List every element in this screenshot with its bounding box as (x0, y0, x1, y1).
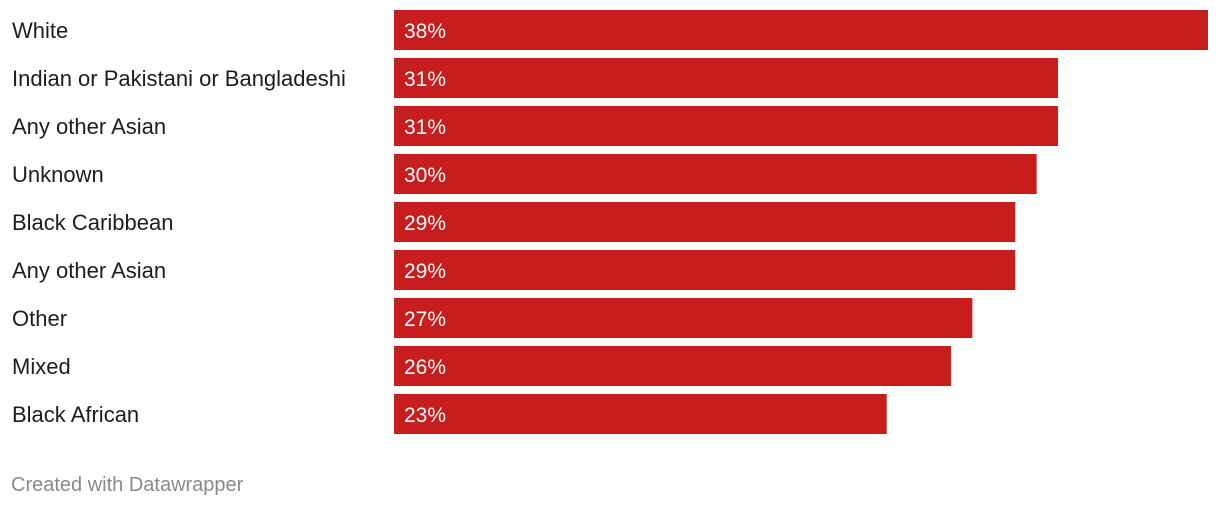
bar-chart: White 38% Indian or Pakistani or Banglades… (12, 10, 1208, 434)
value-label: 27% (404, 308, 446, 331)
bar (394, 250, 1016, 290)
category-label: Other (12, 306, 67, 331)
bar (394, 154, 1037, 194)
footer-credit: Created with Datawrapper (11, 474, 244, 496)
category-label: Black African (12, 402, 139, 427)
category-label: Unknown (12, 162, 104, 187)
bar (394, 202, 1016, 242)
value-label: 29% (404, 212, 446, 235)
value-label: 26% (404, 356, 446, 379)
value-label: 31% (404, 68, 446, 91)
category-label: White (12, 18, 68, 43)
value-label: 38% (404, 20, 446, 43)
value-label: 30% (404, 164, 446, 187)
bar (394, 58, 1059, 98)
value-label: 31% (404, 116, 446, 139)
bar (394, 106, 1059, 146)
category-label: Indian or Pakistani or Bangladeshi (12, 66, 346, 91)
bar (394, 10, 1208, 50)
category-label: Any other Asian (12, 258, 166, 283)
bars-layer (394, 10, 1208, 434)
labels-layer: White 38% Indian or Pakistani or Banglades… (12, 18, 446, 427)
category-label: Any other Asian (12, 114, 166, 139)
bar (394, 394, 887, 434)
value-label: 29% (404, 260, 446, 283)
category-label: Mixed (12, 354, 71, 379)
category-label: Black Caribbean (12, 210, 173, 235)
bar (394, 298, 973, 338)
value-label: 23% (404, 404, 446, 427)
bar (394, 346, 951, 386)
